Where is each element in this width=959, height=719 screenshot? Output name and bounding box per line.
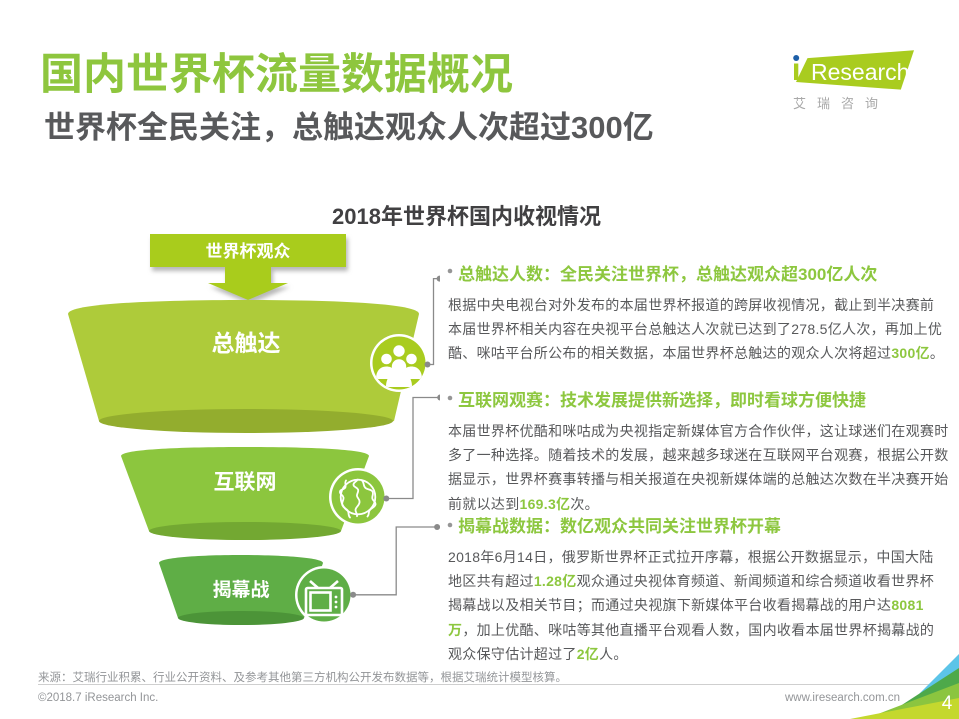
svg-text:4: 4 (942, 693, 953, 714)
